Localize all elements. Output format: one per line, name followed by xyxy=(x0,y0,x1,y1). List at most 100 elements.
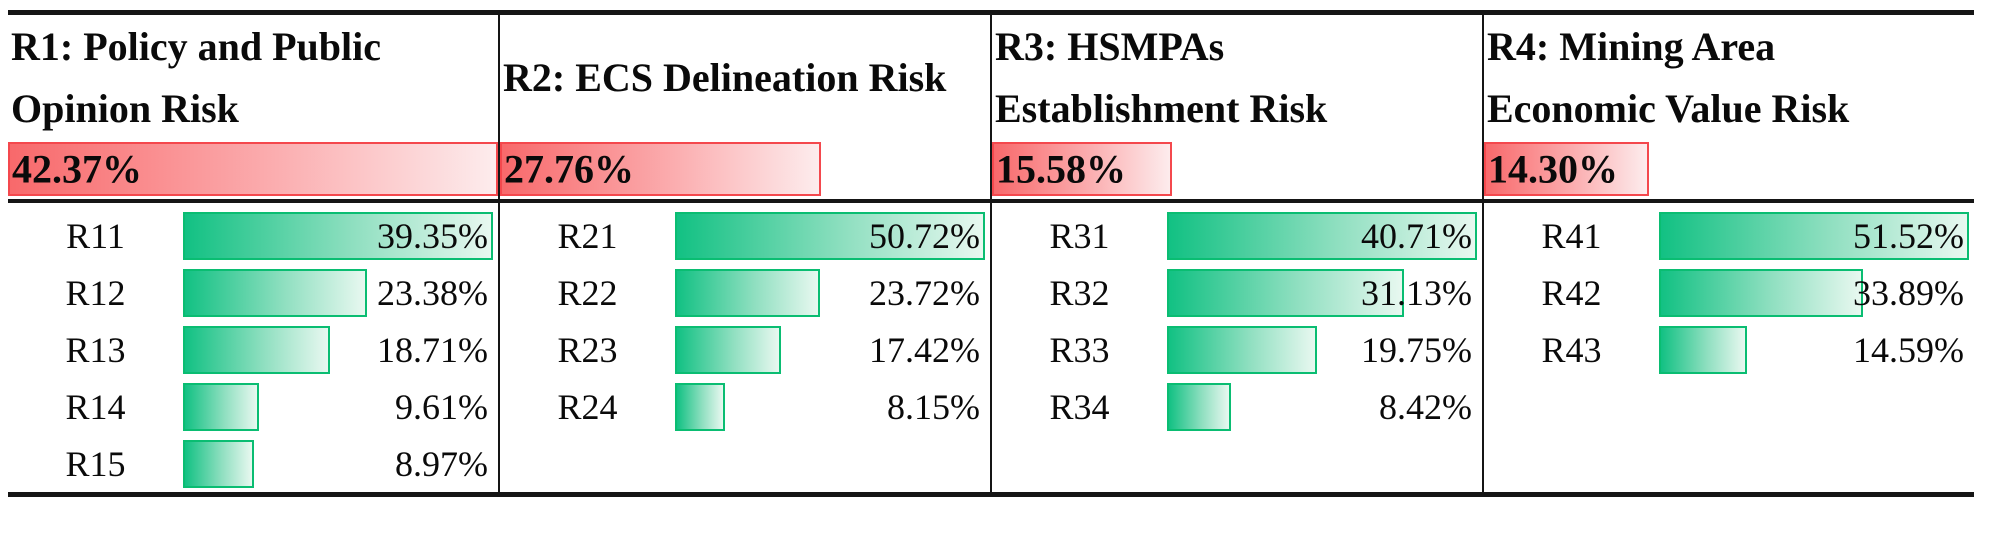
risk-item-code: R41 xyxy=(1541,215,1602,256)
risk-item-code: R23 xyxy=(557,329,618,370)
risk-group-weight-value: 15.58% xyxy=(996,146,1126,192)
risk-item-row: R13 18.71% xyxy=(8,321,498,378)
risk-group-title-line: Economic Value Risk xyxy=(1487,86,1850,131)
risk-item-code: R31 xyxy=(1049,215,1110,256)
risk-item-bar xyxy=(1167,325,1318,374)
risk-item-code: R13 xyxy=(65,329,126,370)
risk-item-row: R24 8.15% xyxy=(500,378,990,435)
risk-group-column-r1: R1: Policy and Public Opinion Risk 42.37… xyxy=(8,15,498,492)
risk-group-title-line: R2: ECS Delineation Risk xyxy=(503,55,947,100)
risk-item-row: R43 14.59% xyxy=(1484,321,1974,378)
risk-item-value: 50.72% xyxy=(869,215,980,256)
table-mid-border xyxy=(500,199,990,203)
risk-item-bar xyxy=(1167,382,1232,431)
risk-item-code: R32 xyxy=(1049,272,1110,313)
risk-item-value: 31.13% xyxy=(1361,272,1472,313)
risk-item-value: 19.75% xyxy=(1361,329,1472,370)
risk-group-column-r2: R2: ECS Delineation Risk 27.76% R21 50.7… xyxy=(500,15,990,492)
risk-item-code: R43 xyxy=(1541,329,1602,370)
risk-item-bar xyxy=(183,382,259,431)
column-divider xyxy=(1482,15,1484,492)
risk-item-bar-zone: 8.15% xyxy=(675,382,985,431)
risk-group-column-r4: R4: Mining Area Economic Value Risk 14.3… xyxy=(1484,15,1974,492)
risk-item-code: R12 xyxy=(65,272,126,313)
risk-item-value: 9.61% xyxy=(395,386,488,427)
risk-item-code: R14 xyxy=(65,386,126,427)
risk-item-code: R34 xyxy=(1049,386,1110,427)
risk-item-row: R41 51.52% xyxy=(1484,207,1974,264)
risk-item-row: R11 39.35% xyxy=(8,207,498,264)
risk-item-row: R34 8.42% xyxy=(992,378,1482,435)
table-grid: R1: Policy and Public Opinion Risk 42.37… xyxy=(8,15,1974,492)
risk-item-bar-zone: 23.38% xyxy=(183,268,493,317)
risk-group-title: R2: ECS Delineation Risk xyxy=(500,15,990,141)
risk-group-title-line: Opinion Risk xyxy=(11,86,239,131)
risk-item-bar-zone: 17.42% xyxy=(675,325,985,374)
risk-group-weight-value: 27.76% xyxy=(504,146,634,192)
risk-item-bar xyxy=(183,268,368,317)
column-divider xyxy=(990,15,992,492)
risk-group-title: R3: HSMPAs Establishment Risk xyxy=(992,15,1482,141)
risk-group-title-line: R4: Mining Area xyxy=(1487,24,1776,69)
risk-item-value: 14.59% xyxy=(1853,329,1964,370)
risk-item-row: R33 19.75% xyxy=(992,321,1482,378)
risk-item-row: R31 40.71% xyxy=(992,207,1482,264)
risk-item-bar xyxy=(1659,268,1863,317)
risk-item-row: R12 23.38% xyxy=(8,264,498,321)
risk-item-row: R14 9.61% xyxy=(8,378,498,435)
risk-item-bar xyxy=(1659,211,1969,260)
risk-item-code: R33 xyxy=(1049,329,1110,370)
risk-item-row: R23 17.42% xyxy=(500,321,990,378)
risk-item-code: R24 xyxy=(557,386,618,427)
risk-item-list: R21 50.72% R22 23.72% xyxy=(500,203,990,492)
risk-item-bar xyxy=(675,211,985,260)
risk-item-bar xyxy=(675,325,782,374)
risk-weight-table: R1: Policy and Public Opinion Risk 42.37… xyxy=(8,10,1974,497)
risk-item-bar-zone: 8.97% xyxy=(183,439,493,488)
risk-group-weight-bar xyxy=(1484,142,1650,196)
risk-item-code: R42 xyxy=(1541,272,1602,313)
risk-group-title-line: R1: Policy and Public xyxy=(11,24,382,69)
risk-group-weight-value: 14.30% xyxy=(1488,146,1618,192)
risk-group-weight-row: 15.58% xyxy=(992,141,1482,197)
risk-item-value: 18.71% xyxy=(377,329,488,370)
risk-item-list: R41 51.52% R42 33.89% xyxy=(1484,203,1974,492)
risk-item-bar-zone: 31.13% xyxy=(1167,268,1477,317)
risk-group-weight-value: 42.37% xyxy=(12,146,142,192)
risk-item-value: 8.42% xyxy=(1379,386,1472,427)
table-bottom-border xyxy=(8,492,1974,497)
risk-group-column-r3: R3: HSMPAs Establishment Risk 15.58% R31… xyxy=(992,15,1482,492)
risk-item-bar-zone: 8.42% xyxy=(1167,382,1477,431)
risk-group-weight-bar xyxy=(500,142,822,196)
table-mid-border xyxy=(992,199,1482,203)
risk-item-bar-zone: 33.89% xyxy=(1659,268,1969,317)
risk-group-weight-bar xyxy=(992,142,1173,196)
risk-item-bar-zone: 50.72% xyxy=(675,211,985,260)
risk-item-code: R15 xyxy=(65,443,126,484)
risk-item-row: R42 33.89% xyxy=(1484,264,1974,321)
risk-item-list: R31 40.71% R32 31.13% xyxy=(992,203,1482,492)
risk-item-value: 33.89% xyxy=(1853,272,1964,313)
risk-item-bar xyxy=(675,382,725,431)
risk-item-row: R21 50.72% xyxy=(500,207,990,264)
risk-item-bar xyxy=(183,211,493,260)
column-divider xyxy=(498,15,500,492)
risk-group-title: R4: Mining Area Economic Value Risk xyxy=(1484,15,1974,141)
risk-group-title-line: R3: HSMPAs xyxy=(995,24,1225,69)
risk-group-weight-bar xyxy=(8,142,498,196)
risk-item-bar-zone: 23.72% xyxy=(675,268,985,317)
table-top-border xyxy=(8,10,1974,15)
risk-item-bar-zone: 51.52% xyxy=(1659,211,1969,260)
risk-item-row: R15 8.97% xyxy=(8,435,498,492)
table-mid-border xyxy=(8,199,498,203)
risk-item-value: 39.35% xyxy=(377,215,488,256)
risk-item-bar xyxy=(1167,211,1477,260)
risk-item-code: R11 xyxy=(66,215,125,256)
risk-item-value: 40.71% xyxy=(1361,215,1472,256)
risk-item-bar-zone: 39.35% xyxy=(183,211,493,260)
risk-item-value: 17.42% xyxy=(869,329,980,370)
risk-item-bar-zone: 19.75% xyxy=(1167,325,1477,374)
risk-item-bar-zone: 40.71% xyxy=(1167,211,1477,260)
risk-item-bar xyxy=(1659,325,1747,374)
